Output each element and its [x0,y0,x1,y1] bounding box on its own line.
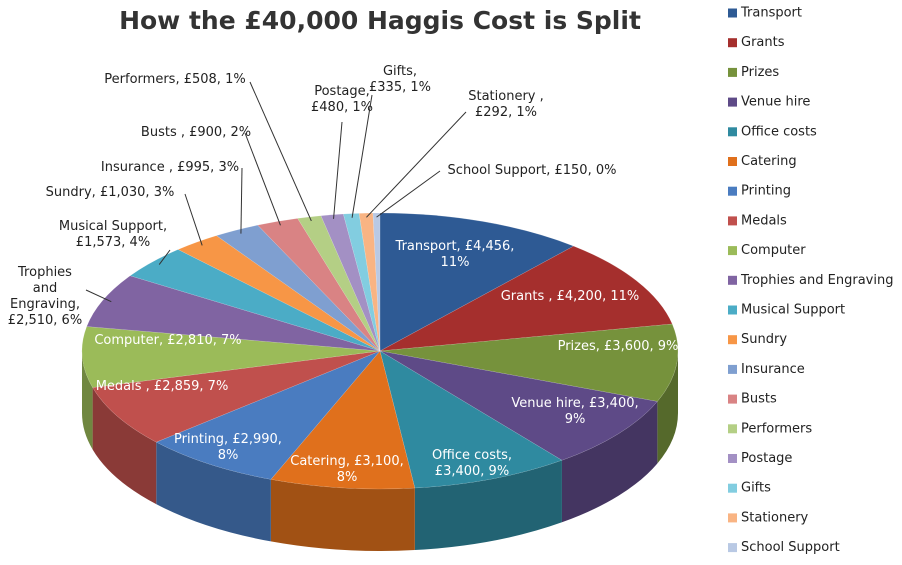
legend-label: Gifts [741,481,771,496]
legend-swatch [728,246,737,256]
slice-side [657,351,678,464]
legend-swatch [728,97,737,107]
legend-swatch [728,127,737,137]
data-label: Catering, £3,100, 8% [290,454,404,485]
legend-label: Trophies and Engraving [740,273,893,288]
legend-swatch [728,216,737,226]
legend-swatch [728,8,737,18]
leader-line [85,289,112,303]
data-label: Insurance , £995, 3% [100,160,240,175]
slice [372,212,381,352]
data-label: Sundry, £1,030, 3% [45,185,175,200]
leader-line [351,94,373,218]
legend-label: Medals [741,213,787,228]
slice [270,350,416,490]
legend-swatch [728,483,737,493]
slice [257,218,381,352]
legend-swatch [728,424,737,434]
chart-title: How the £40,000 Haggis Cost is Split [119,6,641,35]
legend-swatch [728,305,737,315]
slice [358,212,381,352]
data-label: Stationery , £292, 1% [468,89,544,120]
slice [215,224,381,352]
data-label: Performers, £508, 1% [104,72,246,87]
legend-swatch [728,513,737,523]
data-label: Postage, £480, 1% [311,84,373,115]
slice [177,235,381,352]
legend-swatch [728,454,737,463]
legend-swatch [728,67,737,77]
legend-label: Catering [741,154,797,169]
legend-label: Sundry [741,332,787,347]
legend-label: Busts [741,392,777,407]
data-label: Gifts, £335, 1% [369,64,431,95]
legend-swatch [728,364,737,374]
leader-line [249,81,312,222]
legend-label: Insurance [741,362,805,377]
legend-swatch [728,157,737,166]
slice [86,275,381,352]
leader-line [333,121,343,219]
data-label: Busts , £900, 2% [140,125,252,140]
slice [92,350,381,443]
slice [379,350,658,461]
leader-line [244,132,281,226]
data-label: Grants , £4,200, 11% [500,289,640,304]
legend-swatch [728,543,737,553]
leader-line [366,111,467,218]
slice [155,350,381,480]
legend-swatch [728,335,737,345]
slice [379,245,673,352]
data-label: Trophies and Engraving, £2,510, 6% [7,265,83,328]
slice-side [270,479,415,551]
legend-label: Venue hire [741,95,810,110]
slice [379,212,575,352]
legend-label: Office costs [741,124,817,139]
data-label: Medals , £2,859, 7% [95,379,229,394]
legend-label: Transport [740,6,802,21]
slice-side [561,401,658,523]
slice [320,213,381,352]
legend-label: Printing [741,184,791,199]
data-label: Venue hire, £3,400, 9% [511,396,639,427]
legend-label: Musical Support [741,303,845,318]
data-label: School Support, £150, 0% [447,163,617,178]
legend-swatch [728,38,737,48]
slice [379,350,563,489]
slice-side [414,460,562,551]
data-label: Musical Support, £1,573, 4% [58,219,168,250]
legend-swatch [728,394,737,404]
legend-label: Prizes [741,65,779,80]
legend-label: Stationery [741,510,809,525]
data-label: Prizes, £3,600, 9% [557,339,679,354]
legend-label: Grants [741,35,785,50]
leader-line [158,249,171,265]
slice [343,213,381,352]
legend-swatch [728,275,737,285]
data-label: Printing, £2,990, 8% [174,432,282,463]
data-label: Office costs, £3,400, 9% [432,448,512,479]
leader-line [376,170,441,218]
legend-label: Postage [741,451,792,466]
data-label: Transport, £4,456, 11% [395,239,515,270]
data-label: Computer, £2,810, 7% [94,333,242,348]
slice [379,323,679,402]
legend-label: Performers [741,421,812,436]
legend-label: Computer [741,243,806,258]
leader-line [240,167,243,234]
slice-side [82,351,93,450]
slice [129,249,381,352]
legend-label: School Support [741,540,840,555]
slice [81,326,381,388]
slice-side [156,442,271,542]
legend-swatch [728,186,737,196]
leader-line [184,193,203,246]
slice-side [92,387,157,505]
